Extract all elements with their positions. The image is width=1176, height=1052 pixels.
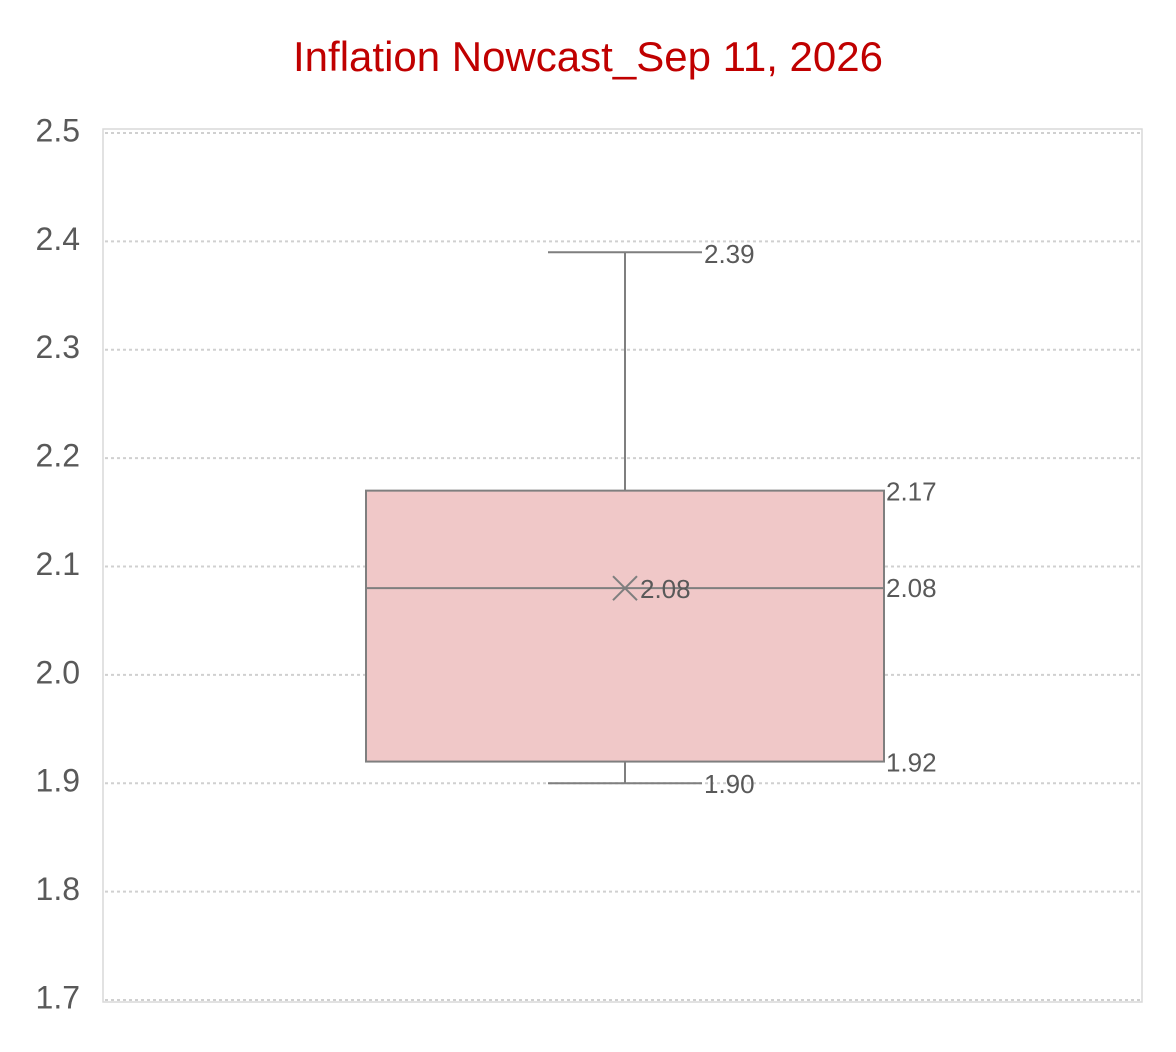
y-tick-label: 1.9 <box>36 763 80 799</box>
y-tick-label: 2.0 <box>36 654 80 690</box>
chart-title: Inflation Nowcast_Sep 11, 2026 <box>293 33 883 80</box>
mean-marker <box>612 575 638 601</box>
data-label: 2.17 <box>886 477 937 507</box>
data-label: 2.39 <box>704 239 755 269</box>
plot-area <box>102 128 1143 1003</box>
y-tick-label: 2.5 <box>36 112 80 148</box>
y-tick-label: 1.7 <box>36 979 80 1015</box>
data-label: 1.90 <box>704 769 755 799</box>
box <box>365 489 885 763</box>
y-tick-label: 2.1 <box>36 546 80 582</box>
data-label: 2.08 <box>640 574 691 604</box>
data-label: 2.08 <box>886 573 937 603</box>
data-label: 1.92 <box>886 747 937 777</box>
y-tick-label: 2.4 <box>36 221 80 257</box>
y-tick-label: 2.2 <box>36 438 80 474</box>
y-tick-label: 2.3 <box>36 329 80 365</box>
mean-marker-stroke <box>612 575 638 601</box>
y-tick-label: 1.8 <box>36 871 80 907</box>
